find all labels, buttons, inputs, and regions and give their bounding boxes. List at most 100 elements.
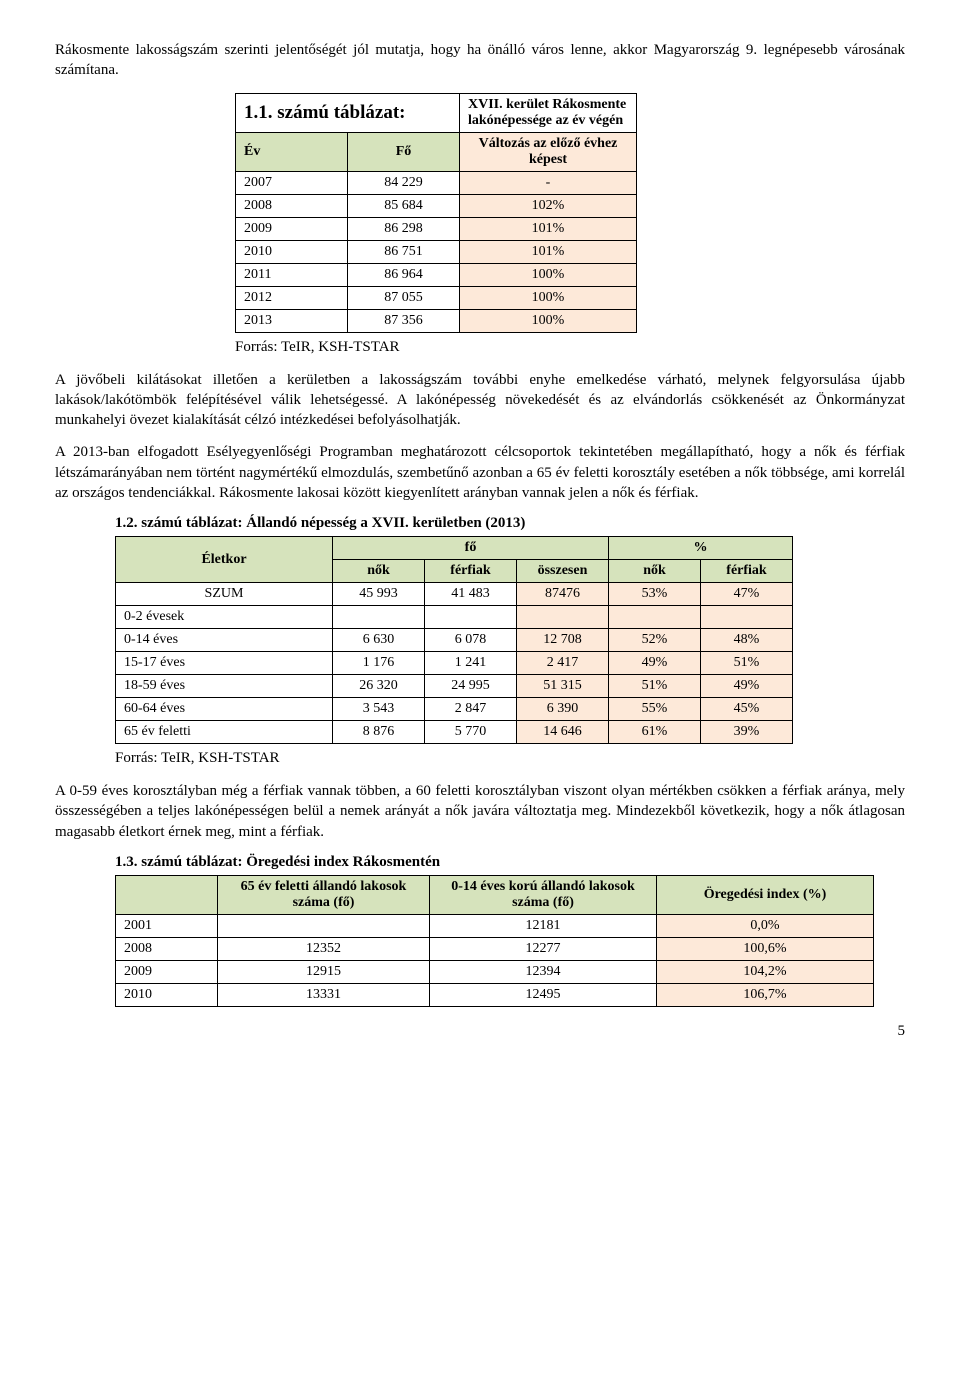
t1-cell: 2008 — [236, 194, 348, 217]
t1-cell: 2009 — [236, 217, 348, 240]
t2-cell: 45% — [701, 698, 793, 721]
t2-cell: 61% — [609, 721, 701, 744]
t2-cell — [333, 606, 425, 629]
t3-cell: 100,6% — [657, 937, 874, 960]
table-population: 1.1. számú táblázat: XVII. kerület Rákos… — [235, 93, 637, 333]
t1-h-change: Változás az előző évhez képest — [460, 132, 637, 171]
t1-cell: 86 298 — [348, 217, 460, 240]
t3-cell: 104,2% — [657, 960, 874, 983]
t3-title: 1.3. számú táblázat: Öregedési index Rák… — [55, 854, 905, 871]
t2-cell: 51% — [609, 675, 701, 698]
t2-cell: 2 417 — [517, 652, 609, 675]
t3-cell — [218, 914, 430, 937]
t1-cell: - — [460, 171, 637, 194]
t2-cell: 1 241 — [425, 652, 517, 675]
t3-cell: 12181 — [430, 914, 657, 937]
t2-cell: SZUM — [116, 583, 333, 606]
t1-caption-right: XVII. kerület Rákosmente lakónépessége a… — [460, 93, 637, 132]
t2-cell — [701, 606, 793, 629]
t2-cell: 26 320 — [333, 675, 425, 698]
t2-cell: 2 847 — [425, 698, 517, 721]
t2-cell: 6 630 — [333, 629, 425, 652]
t1-caption-left: 1.1. számú táblázat: — [236, 93, 460, 132]
t2-cell — [517, 606, 609, 629]
t1-cell: 100% — [460, 263, 637, 286]
t2-cell: 87476 — [517, 583, 609, 606]
t2-h-fo: fő — [333, 537, 609, 560]
intro-paragraph: Rákosmente lakosságszám szerinti jelentő… — [55, 40, 905, 81]
t2-cell: 5 770 — [425, 721, 517, 744]
t1-cell: 100% — [460, 309, 637, 332]
paragraph-3: A 2013-ban elfogadott Esélyegyenlőségi P… — [55, 442, 905, 503]
t1-cell: 2007 — [236, 171, 348, 194]
t3-cell: 2008 — [116, 937, 218, 960]
t1-cell: 2011 — [236, 263, 348, 286]
t2-cell: 6 078 — [425, 629, 517, 652]
t2-cell — [425, 606, 517, 629]
t3-cell: 12495 — [430, 983, 657, 1006]
t1-cell: 101% — [460, 217, 637, 240]
paragraph-4: A 0-59 éves korosztályban még a férfiak … — [55, 781, 905, 842]
t1-cell: 2010 — [236, 240, 348, 263]
t2-cell: 49% — [701, 675, 793, 698]
table-age-groups: Életkor fő % nők férfiak összesen nők fé… — [115, 536, 793, 744]
t3-cell: 12352 — [218, 937, 430, 960]
t2-cell: 24 995 — [425, 675, 517, 698]
t3-cell: 2010 — [116, 983, 218, 1006]
t2-cell: 51% — [701, 652, 793, 675]
t2-cell: 0-14 éves — [116, 629, 333, 652]
t1-cell: 85 684 — [348, 194, 460, 217]
t3-h-b: 0-14 éves korú állandó lakosok száma (fő… — [430, 875, 657, 914]
t2-h-ferfi2: férfiak — [701, 560, 793, 583]
table-aging-index: 65 év feletti állandó lakosok száma (fő)… — [115, 875, 874, 1007]
t1-cell: 87 356 — [348, 309, 460, 332]
t2-title: 1.2. számú táblázat: Állandó népesség a … — [55, 515, 905, 532]
t1-source: Forrás: TeIR, KSH-TSTAR — [235, 339, 905, 356]
t3-h-a: 65 év feletti állandó lakosok száma (fő) — [218, 875, 430, 914]
t2-cell: 12 708 — [517, 629, 609, 652]
t3-cell: 12915 — [218, 960, 430, 983]
t2-h-ferfi: férfiak — [425, 560, 517, 583]
t2-cell — [609, 606, 701, 629]
t3-cell: 12394 — [430, 960, 657, 983]
t2-h-ossz: összesen — [517, 560, 609, 583]
t3-cell: 0,0% — [657, 914, 874, 937]
t2-cell: 15-17 éves — [116, 652, 333, 675]
page-number: 5 — [55, 1023, 905, 1040]
t1-cell: 86 751 — [348, 240, 460, 263]
t2-cell: 47% — [701, 583, 793, 606]
t1-cell: 2013 — [236, 309, 348, 332]
t1-cell: 2012 — [236, 286, 348, 309]
t2-h-nok2: nők — [609, 560, 701, 583]
t3-h-c: Öregedési index (%) — [657, 875, 874, 914]
t2-cell: 49% — [609, 652, 701, 675]
t3-cell: 2009 — [116, 960, 218, 983]
t1-cell: 102% — [460, 194, 637, 217]
t3-h-y — [116, 875, 218, 914]
t1-cell: 86 964 — [348, 263, 460, 286]
t2-cell: 65 év feletti — [116, 721, 333, 744]
t2-cell: 39% — [701, 721, 793, 744]
t1-h-year: Év — [236, 132, 348, 171]
t1-h-fo: Fő — [348, 132, 460, 171]
t2-source: Forrás: TeIR, KSH-TSTAR — [115, 750, 905, 767]
t2-cell: 45 993 — [333, 583, 425, 606]
t2-cell: 0-2 évesek — [116, 606, 333, 629]
t1-cell: 101% — [460, 240, 637, 263]
t2-cell: 8 876 — [333, 721, 425, 744]
t1-cell: 100% — [460, 286, 637, 309]
t2-cell: 53% — [609, 583, 701, 606]
t2-cell: 1 176 — [333, 652, 425, 675]
t1-cell: 84 229 — [348, 171, 460, 194]
t2-cell: 6 390 — [517, 698, 609, 721]
t3-cell: 13331 — [218, 983, 430, 1006]
t2-cell: 51 315 — [517, 675, 609, 698]
t3-cell: 12277 — [430, 937, 657, 960]
t2-cell: 60-64 éves — [116, 698, 333, 721]
t2-cell: 48% — [701, 629, 793, 652]
t2-cell: 55% — [609, 698, 701, 721]
t2-h-age: Életkor — [116, 537, 333, 583]
paragraph-2: A jövőbeli kilátásokat illetően a kerüle… — [55, 370, 905, 431]
t2-cell: 41 483 — [425, 583, 517, 606]
t3-cell: 106,7% — [657, 983, 874, 1006]
